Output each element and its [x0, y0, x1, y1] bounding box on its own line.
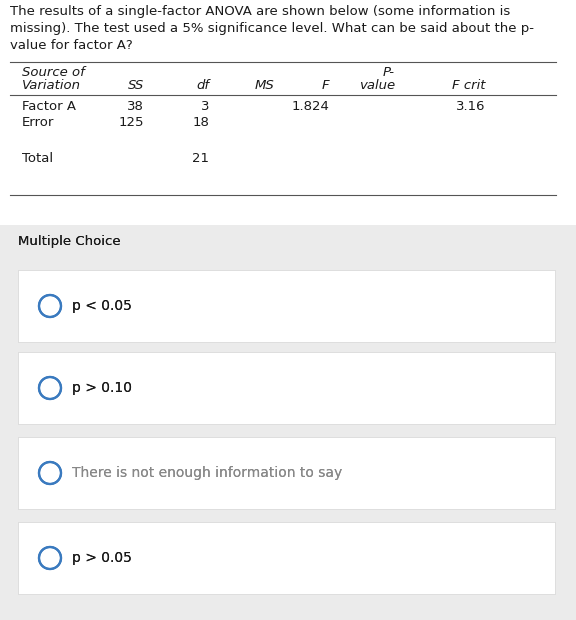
FancyBboxPatch shape: [0, 225, 576, 267]
Text: p > 0.10: p > 0.10: [72, 381, 132, 395]
Text: There is not enough information to say: There is not enough information to say: [72, 466, 342, 480]
Text: p > 0.10: p > 0.10: [72, 381, 132, 395]
Text: p > 0.05: p > 0.05: [72, 551, 132, 565]
Text: 1.824: 1.824: [291, 100, 329, 113]
Text: Error: Error: [22, 116, 54, 129]
Text: value: value: [359, 79, 395, 92]
FancyBboxPatch shape: [18, 437, 555, 509]
Text: 3: 3: [201, 100, 209, 113]
Text: MS: MS: [255, 79, 275, 92]
Text: df: df: [196, 79, 209, 92]
Text: SS: SS: [127, 79, 144, 92]
Text: p > 0.05: p > 0.05: [72, 551, 132, 565]
Text: The results of a single-factor ANOVA are shown below (some information is
missin: The results of a single-factor ANOVA are…: [10, 5, 534, 52]
Text: Variation: Variation: [22, 79, 81, 92]
FancyBboxPatch shape: [18, 270, 555, 342]
Text: 3.16: 3.16: [456, 100, 485, 113]
Text: F crit: F crit: [452, 79, 485, 92]
FancyBboxPatch shape: [18, 352, 555, 424]
FancyBboxPatch shape: [18, 270, 555, 342]
Text: 38: 38: [127, 100, 144, 113]
Text: Multiple Choice: Multiple Choice: [18, 235, 120, 248]
Text: 18: 18: [192, 116, 209, 129]
Text: There is not enough information to say: There is not enough information to say: [72, 466, 342, 480]
FancyBboxPatch shape: [0, 225, 576, 267]
FancyBboxPatch shape: [18, 522, 555, 594]
Text: Total: Total: [22, 152, 53, 165]
Text: P-: P-: [383, 66, 395, 79]
Text: F: F: [322, 79, 329, 92]
FancyBboxPatch shape: [18, 437, 555, 509]
Text: Source of: Source of: [22, 66, 85, 79]
Text: Factor A: Factor A: [22, 100, 76, 113]
Text: 125: 125: [118, 116, 144, 129]
FancyBboxPatch shape: [18, 352, 555, 424]
Text: p < 0.05: p < 0.05: [72, 299, 132, 313]
Text: Multiple Choice: Multiple Choice: [18, 235, 120, 248]
FancyBboxPatch shape: [0, 267, 576, 620]
Text: 21: 21: [192, 152, 209, 165]
Text: p < 0.05: p < 0.05: [72, 299, 132, 313]
FancyBboxPatch shape: [18, 522, 555, 594]
